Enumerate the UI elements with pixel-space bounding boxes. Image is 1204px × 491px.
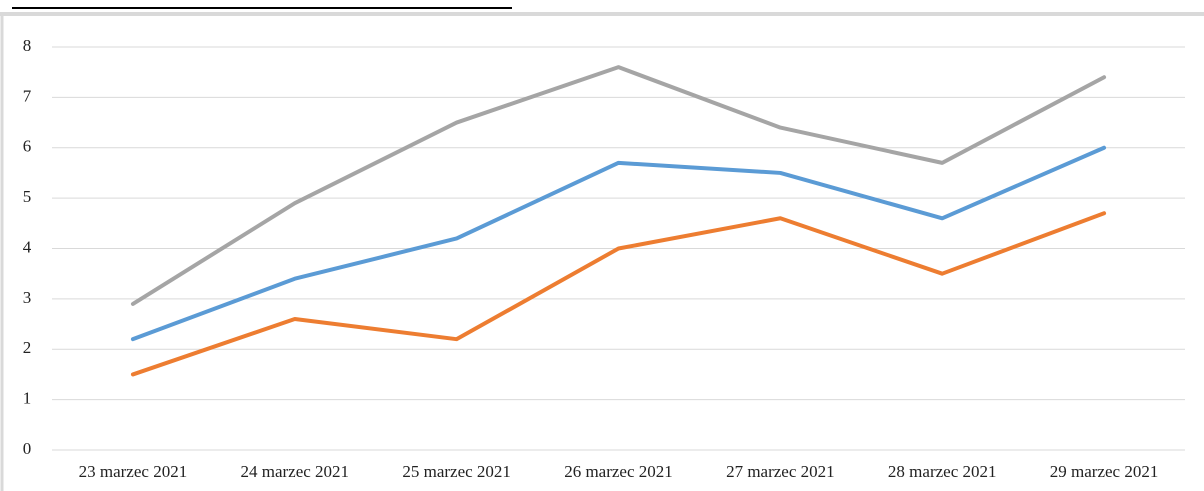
y-tick-label: 4 [23,237,32,256]
series-line [130,211,1107,377]
x-tick-label: 24 marzec 2021 [240,462,349,481]
x-tick-label: 23 marzec 2021 [79,462,188,481]
y-tick-label: 2 [23,338,32,357]
x-tick-label: 28 marzec 2021 [888,462,997,481]
series-line [130,145,1107,342]
y-tick-label: 7 [23,86,32,105]
y-tick-label: 8 [23,36,32,55]
x-tick-label: 29 marzec 2021 [1050,462,1159,481]
y-tick-label: 0 [23,439,32,458]
x-tick-label: 27 marzec 2021 [726,462,835,481]
y-tick-label: 1 [23,389,32,408]
y-tick-label: 6 [23,137,32,156]
x-tick-label: 26 marzec 2021 [564,462,673,481]
y-tick-label: 3 [23,288,32,307]
series-line [130,65,1107,306]
x-tick-label: 25 marzec 2021 [402,462,511,481]
y-tick-label: 5 [23,187,32,206]
